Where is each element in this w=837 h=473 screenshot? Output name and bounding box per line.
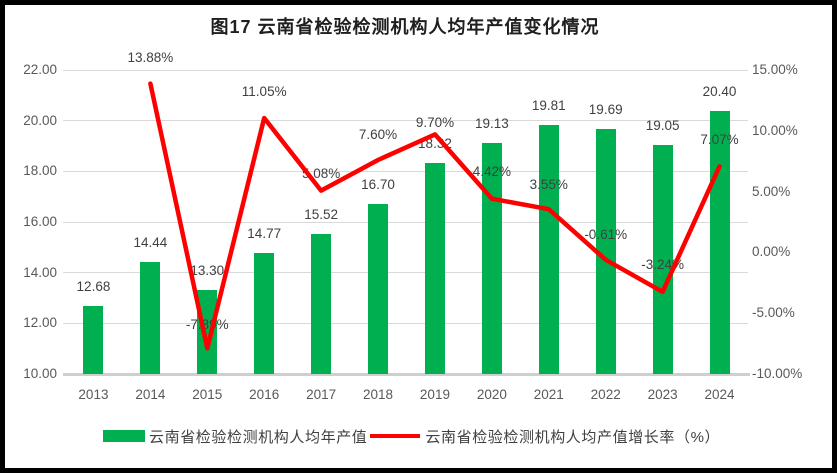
line-value-label: 5.08% xyxy=(301,165,341,181)
gridline xyxy=(63,69,748,71)
x-axis-label: 2024 xyxy=(704,387,735,402)
gridline xyxy=(63,221,748,223)
bar-2019 xyxy=(424,163,445,374)
bar-2021 xyxy=(538,125,559,374)
left-axis-tick: 20.00 xyxy=(23,112,57,128)
left-axis-tick: 14.00 xyxy=(23,264,57,280)
x-axis-label: 2021 xyxy=(533,387,564,402)
bar-2017 xyxy=(311,234,332,374)
legend-line-label: 云南省检验检测机构人均产值增长率（%） xyxy=(425,428,721,446)
right-axis-tick: 0.00% xyxy=(752,244,791,260)
bar-value-label: 15.52 xyxy=(304,207,339,223)
bar-value-label: 14.77 xyxy=(247,226,282,242)
bar-value-label: 19.05 xyxy=(645,117,680,133)
x-axis-label: 2019 xyxy=(419,387,450,402)
legend-line-swatch xyxy=(370,433,421,439)
legend-bar-label: 云南省检验检测机构人均年产值 xyxy=(149,428,368,446)
bar-value-label: 20.40 xyxy=(702,83,737,99)
bar-value-label: 14.44 xyxy=(133,234,168,250)
x-axis-line xyxy=(63,373,750,376)
left-axis-tick: 10.00 xyxy=(23,366,57,381)
left-axis-tick: 18.00 xyxy=(23,163,57,179)
x-axis-label: 2013 xyxy=(78,387,109,402)
bar-value-label: 19.13 xyxy=(474,115,509,131)
bar-value-label: 16.70 xyxy=(361,177,395,193)
line-value-label: 4.42% xyxy=(472,163,512,179)
bar-value-label: 19.69 xyxy=(588,101,623,117)
right-axis-tick: -10.00% xyxy=(752,366,803,381)
line-value-label: -3.24% xyxy=(641,256,685,272)
bar-value-label: 18.32 xyxy=(418,136,452,152)
right-axis-tick: -5.00% xyxy=(752,305,795,321)
right-axis-tick: 10.00% xyxy=(752,122,798,138)
bar-2013 xyxy=(83,306,104,374)
bar-value-label: 13.30 xyxy=(190,263,225,279)
bar-2014 xyxy=(140,261,161,374)
right-axis-tick: 5.00% xyxy=(752,183,791,199)
line-value-label: -0.61% xyxy=(584,226,628,242)
bar-2018 xyxy=(368,204,389,374)
legend: 云南省检验检测机构人均年产值 云南省检验检测机构人均产值增长率（%） xyxy=(103,427,721,446)
line-value-label: -7.89% xyxy=(185,317,229,333)
gridline xyxy=(63,170,748,172)
legend-bar-swatch xyxy=(103,430,145,442)
x-axis-label: 2022 xyxy=(590,387,621,402)
chart-title: 图17 云南省检验检测机构人均年产值变化情况 xyxy=(210,17,600,37)
gridline xyxy=(63,272,748,274)
x-axis-label: 2017 xyxy=(306,387,337,402)
x-axis-label: 2016 xyxy=(249,387,280,402)
left-axis-tick: 16.00 xyxy=(23,214,57,229)
x-axis-label: 2023 xyxy=(647,387,678,402)
x-axis-label: 2020 xyxy=(476,387,507,402)
line-value-label: 9.70% xyxy=(415,115,455,131)
x-axis-label: 2014 xyxy=(135,387,166,402)
left-axis-tick: 12.00 xyxy=(23,315,57,331)
bar-value-label: 12.68 xyxy=(76,279,111,295)
bar-2016 xyxy=(254,253,275,374)
line-value-label: 13.88% xyxy=(127,49,174,65)
line-value-label: 3.55% xyxy=(529,177,568,193)
bar-2024 xyxy=(709,110,730,374)
x-axis-label: 2015 xyxy=(192,387,223,402)
gridline xyxy=(63,322,748,324)
bar-value-label: 19.81 xyxy=(531,98,566,114)
line-value-label: 7.07% xyxy=(700,132,739,148)
bar-2022 xyxy=(595,128,616,374)
x-axis-label: 2018 xyxy=(363,387,394,402)
left-axis-tick: 22.00 xyxy=(23,62,57,77)
right-axis-tick: 15.00% xyxy=(752,62,798,77)
line-value-label: 11.05% xyxy=(241,84,287,100)
